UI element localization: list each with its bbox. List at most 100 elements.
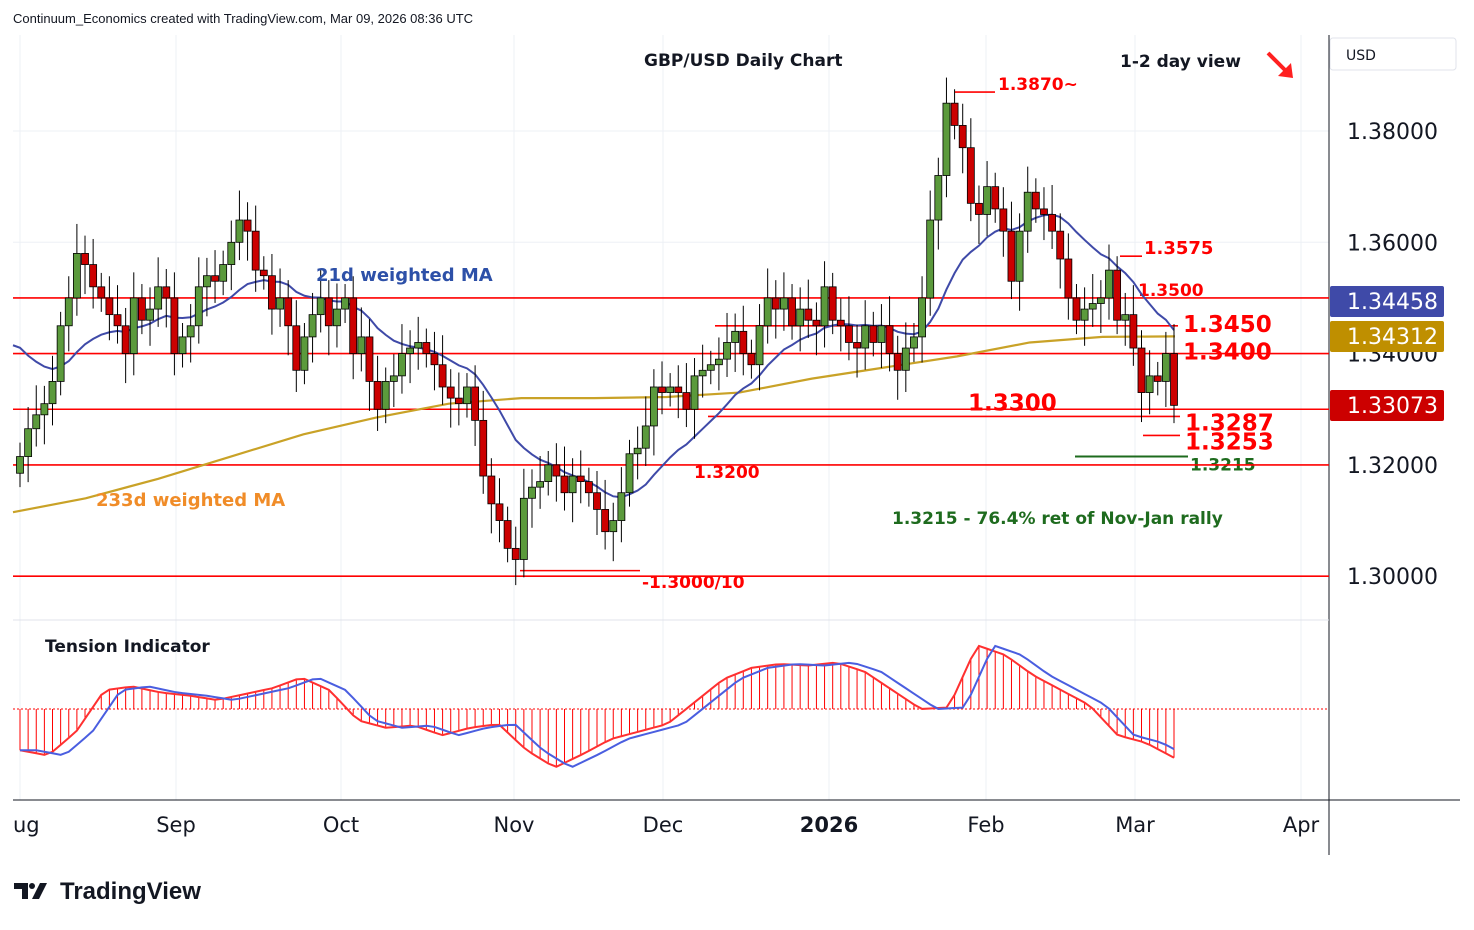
- candle-body: [1153, 375, 1162, 382]
- candle: [576, 450, 585, 504]
- candle: [1088, 274, 1097, 327]
- candle-body: [552, 464, 561, 477]
- candle: [235, 190, 244, 261]
- tradingview-logo[interactable]: TradingView: [14, 878, 201, 906]
- candle-body: [454, 397, 463, 405]
- candle: [170, 272, 179, 376]
- candle-body: [804, 308, 813, 321]
- candle-body: [845, 325, 853, 343]
- level-label: 1.3575: [1144, 238, 1213, 259]
- candle: [528, 469, 536, 528]
- candle: [649, 369, 658, 456]
- candle: [56, 311, 65, 396]
- candle-body: [828, 286, 837, 321]
- candle-body: [146, 308, 154, 321]
- time-tick-label: 2026: [800, 813, 858, 837]
- candle: [942, 77, 951, 198]
- candle-body: [739, 330, 748, 354]
- candle-body: [72, 253, 81, 299]
- candle-body: [113, 314, 122, 327]
- candle-body: [796, 308, 805, 327]
- candle-body: [528, 486, 536, 499]
- candle-body: [178, 336, 187, 354]
- candle-body: [706, 364, 715, 371]
- candle-body: [333, 308, 341, 327]
- candle-body: [698, 369, 707, 377]
- candle-body: [690, 375, 699, 410]
- candle-body: [674, 386, 683, 393]
- candle-body: [715, 358, 723, 366]
- candle: [731, 313, 740, 372]
- candle-body: [389, 375, 398, 382]
- candle-body: [780, 297, 788, 310]
- candle-body: [1096, 297, 1105, 304]
- candle-body: [121, 325, 130, 354]
- candle-body: [812, 319, 821, 327]
- candle: [16, 442, 24, 488]
- candle: [991, 172, 1000, 223]
- candle-body: [186, 325, 195, 338]
- candle-body: [893, 353, 902, 371]
- candle: [1023, 166, 1032, 253]
- candle-body: [1145, 375, 1154, 393]
- candle: [836, 298, 845, 352]
- candle-body: [211, 275, 219, 282]
- candle-body: [105, 297, 114, 316]
- time-tick-label: ug: [13, 813, 40, 837]
- candle: [24, 407, 33, 483]
- candle: [414, 316, 423, 370]
- brand-name: TradingView: [60, 878, 201, 905]
- candle: [950, 89, 959, 140]
- candle-body: [747, 353, 756, 366]
- candle: [796, 287, 805, 352]
- candle-body: [422, 342, 431, 355]
- price-tick-label: 1.38000: [1347, 120, 1438, 145]
- price-badges: 1.34458 1.34312 1.33073: [1330, 286, 1444, 421]
- candle-body: [601, 509, 610, 533]
- candle-body: [910, 336, 918, 349]
- candle-body: [365, 336, 374, 382]
- candle: [706, 350, 715, 385]
- candle: [243, 202, 252, 261]
- candle-body: [869, 325, 878, 343]
- candle-body: [316, 297, 325, 316]
- candle-body: [1072, 297, 1081, 321]
- candle: [966, 118, 975, 222]
- candle-body: [324, 297, 333, 327]
- candle-body: [918, 297, 926, 338]
- candle: [1015, 213, 1024, 311]
- candle-body: [357, 336, 366, 354]
- currency-button[interactable]: [1329, 37, 1457, 71]
- candle-body: [983, 186, 991, 215]
- candle-body: [503, 520, 512, 549]
- candle-body: [926, 219, 935, 299]
- candle-body: [341, 297, 349, 310]
- candle-body: [820, 286, 829, 327]
- candle-body: [48, 381, 57, 405]
- candle-body: [16, 456, 24, 474]
- candle: [1096, 280, 1105, 334]
- tension-indicator: [13, 644, 1329, 768]
- candle: [129, 272, 138, 376]
- candle: [958, 103, 967, 174]
- candle-body: [519, 497, 528, 560]
- tradingview-logo-icon: [14, 883, 47, 899]
- level-label: 1.3870~: [998, 75, 1078, 95]
- candle: [593, 471, 601, 536]
- candle-body: [219, 264, 228, 282]
- price-tick-label: 1.30000: [1347, 565, 1438, 590]
- candle-body: [446, 386, 455, 399]
- candle-body: [406, 347, 414, 355]
- candle: [674, 365, 683, 419]
- candle: [901, 322, 910, 392]
- candle: [146, 287, 154, 346]
- candle-body: [788, 297, 796, 327]
- candle-body: [584, 481, 593, 494]
- candle: [584, 467, 593, 507]
- candle: [1153, 361, 1162, 396]
- candle-body: [1088, 303, 1097, 310]
- candle-body: [24, 428, 33, 457]
- time-tick-label: Apr: [1283, 813, 1320, 837]
